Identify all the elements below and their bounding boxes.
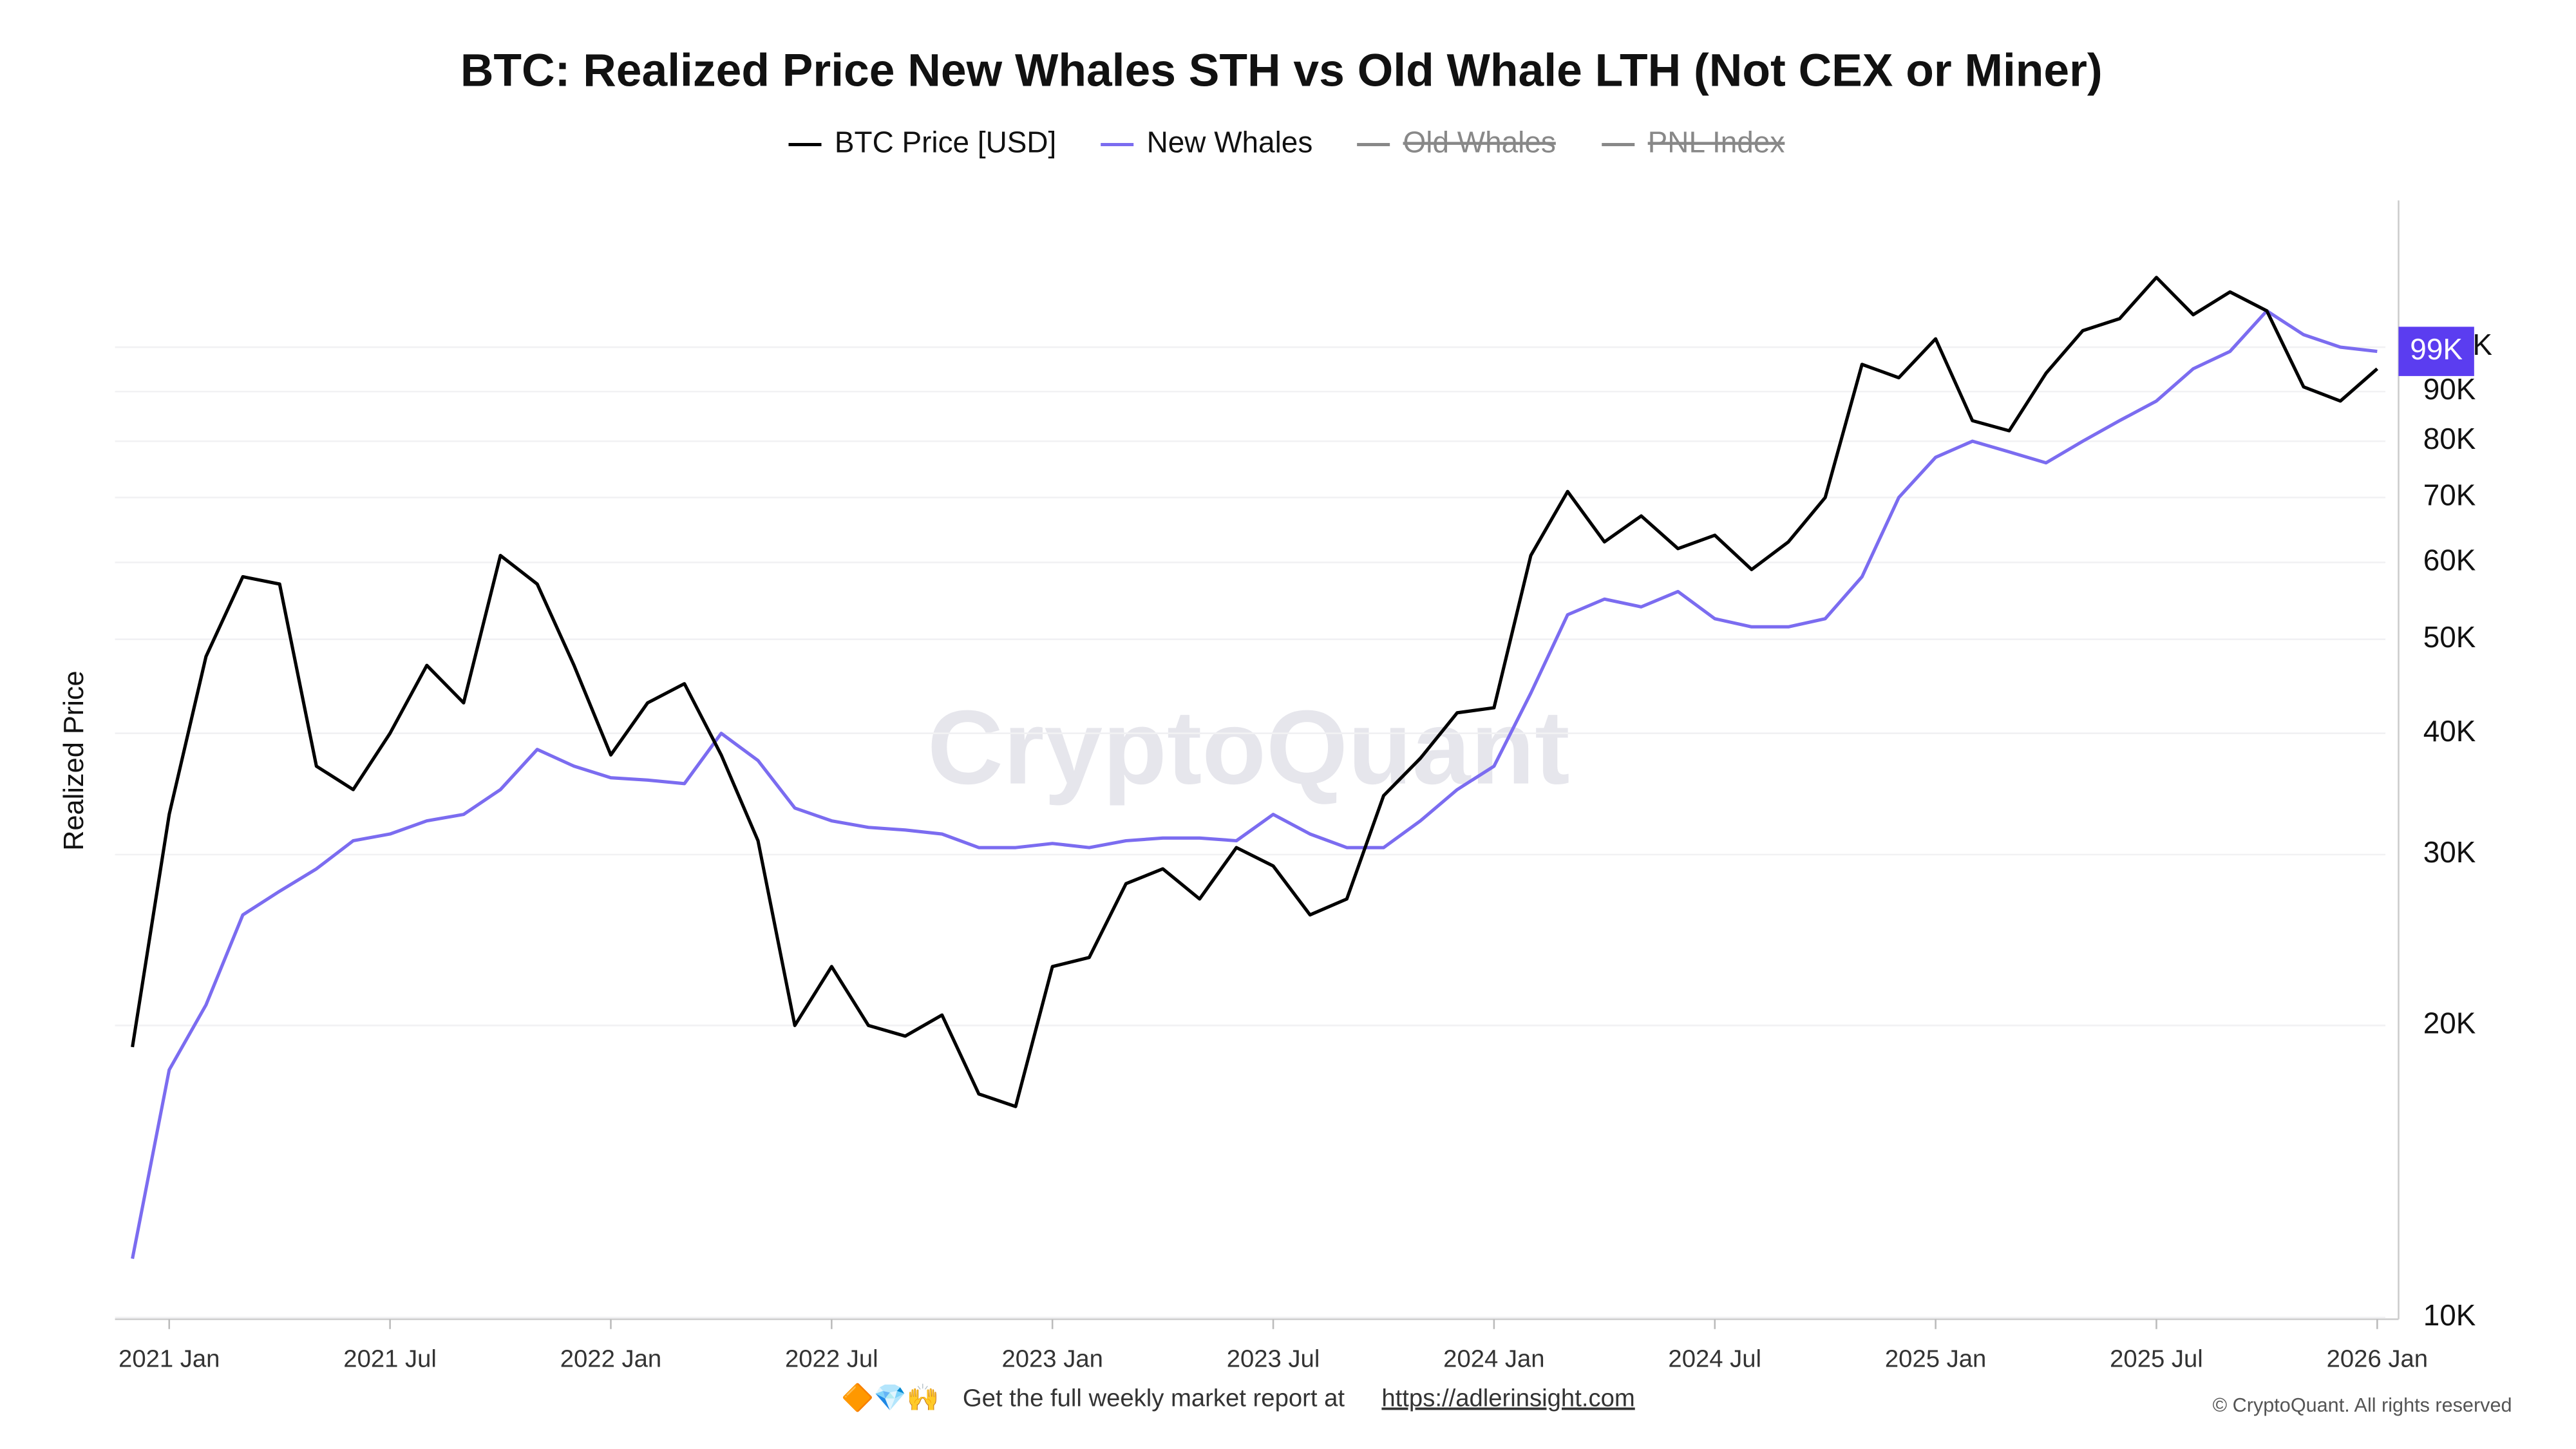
y-tick-label: 50K: [2423, 620, 2476, 654]
current-value-label: 99K: [2410, 332, 2463, 366]
footer-link[interactable]: https://adlerinsight.com: [1381, 1385, 1634, 1412]
x-tick-label: 2025 Jan: [1885, 1345, 1986, 1372]
copyright: © CryptoQuant. All rights reserved: [2213, 1394, 2512, 1416]
x-tick-label: 2021 Jan: [118, 1345, 220, 1372]
y-tick-label: 80K: [2423, 422, 2476, 455]
x-tick-label: 2021 Jul: [343, 1345, 437, 1372]
y-tick-label: 60K: [2423, 543, 2476, 576]
y-tick-label: 70K: [2423, 478, 2476, 512]
y-axis-label: Realized Price: [59, 670, 90, 851]
x-tick-label: 2023 Jan: [1001, 1345, 1103, 1372]
footer-emojis: 🔶💎🙌: [841, 1383, 939, 1412]
legend-label[interactable]: New Whales: [1147, 126, 1313, 159]
x-tick-label: 2026 Jan: [2327, 1345, 2428, 1372]
y-tick-label: 40K: [2423, 714, 2476, 748]
legend-label[interactable]: Old Whales: [1403, 126, 1556, 159]
series-line: [131, 309, 2378, 1259]
x-tick-label: 2024 Jul: [1668, 1345, 1761, 1372]
current-value-box: [2398, 327, 2474, 376]
legend-label[interactable]: BTC Price [USD]: [835, 126, 1056, 159]
watermark: CryptoQuant: [927, 688, 1570, 806]
chart-title: BTC: Realized Price New Whales STH vs Ol…: [460, 45, 2103, 97]
y-tick-label: 30K: [2423, 835, 2476, 869]
legend-label[interactable]: PNL Index: [1648, 126, 1785, 159]
footer-text: Get the full weekly market report at: [963, 1385, 1345, 1412]
y-tick-label: 90K: [2423, 372, 2476, 406]
x-tick-label: 2022 Jan: [560, 1345, 661, 1372]
x-tick-label: 2023 Jul: [1227, 1345, 1320, 1372]
series-line: [131, 276, 2379, 1108]
y-tick-label: 20K: [2423, 1006, 2476, 1039]
y-tick-label: 10K: [2423, 1298, 2476, 1332]
x-tick-label: 2022 Jul: [785, 1345, 878, 1372]
x-tick-label: 2025 Jul: [2110, 1345, 2203, 1372]
x-tick-label: 2024 Jan: [1443, 1345, 1544, 1372]
